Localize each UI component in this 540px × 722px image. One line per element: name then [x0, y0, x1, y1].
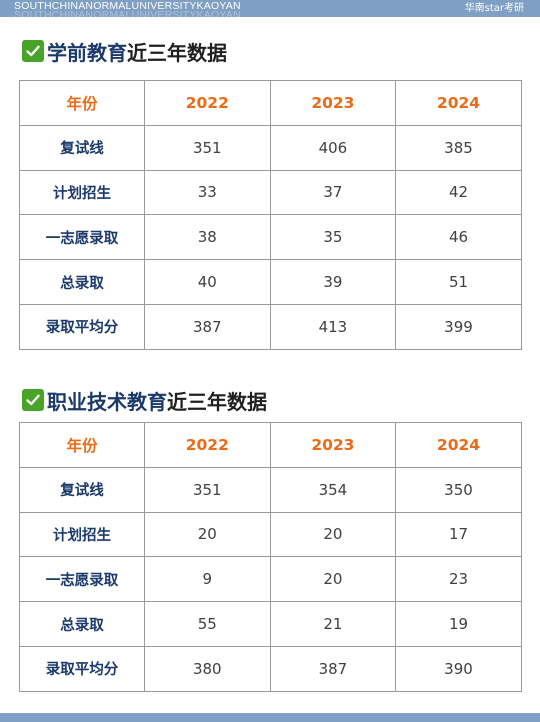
- table-row: 计划招生 20 20 17: [19, 511, 522, 558]
- section-title-preschool: 学前教育 近三年数据: [22, 38, 227, 65]
- section-title-rest: 近三年数据: [127, 40, 227, 65]
- table-header-row: 年份 2022 2023 2024: [19, 422, 522, 468]
- table-row: 一志愿录取 38 35 46: [19, 214, 522, 261]
- table-row: 总录取 40 39 51: [19, 259, 522, 305]
- table-cell: 20: [144, 511, 271, 558]
- section-title-rest: 近三年数据: [167, 389, 267, 414]
- check-mark-icon: [22, 40, 44, 62]
- table-cell: 390: [395, 645, 522, 692]
- table-cell: 21: [269, 601, 397, 647]
- table-row: 总录取 55 21 19: [19, 601, 522, 647]
- table-cell: 33: [144, 169, 271, 216]
- table-cell: 413: [269, 303, 397, 350]
- table-cell: 387: [144, 303, 271, 350]
- table-row: 计划招生 33 37 42: [19, 169, 522, 216]
- table-header-row: 年份 2022 2023 2024: [19, 80, 522, 126]
- table-cell: 354: [269, 466, 397, 513]
- row-label: 总录取: [19, 601, 145, 647]
- table-cell: 385: [395, 124, 522, 171]
- column-header: 2022: [144, 422, 271, 468]
- row-label: 一志愿录取: [19, 556, 145, 603]
- table-cell: 17: [395, 511, 522, 558]
- section-title-accent: 学前教育: [47, 40, 127, 65]
- table-cell: 42: [395, 169, 522, 216]
- table-cell: 20: [269, 556, 397, 603]
- table-cell: 55: [144, 601, 271, 647]
- table-cell: 39: [269, 259, 397, 305]
- section-title-accent: 职业技术教育: [47, 389, 167, 414]
- table-cell: 406: [269, 124, 397, 171]
- table-cell: 23: [395, 556, 522, 603]
- table-cell: 350: [395, 466, 522, 513]
- table-row: 复试线 351 406 385: [19, 124, 522, 171]
- column-header: 年份: [19, 80, 145, 126]
- row-label: 录取平均分: [19, 645, 145, 692]
- table-cell: 9: [144, 556, 271, 603]
- table-cell: 20: [269, 511, 397, 558]
- table-cell: 37: [269, 169, 397, 216]
- check-mark-icon: [22, 389, 44, 411]
- data-table-preschool: 年份 2022 2023 2024 复试线 351 406 385 计划招生 3…: [19, 80, 522, 350]
- top-banner: SOUTHCHINANORMALUNIVERSITYKAOYAN SOUTHCH…: [0, 0, 540, 17]
- table-row: 一志愿录取 9 20 23: [19, 556, 522, 603]
- brand-text-reflection: SOUTHCHINANORMALUNIVERSITYKAOYAN: [14, 10, 241, 17]
- column-header: 2023: [269, 422, 397, 468]
- row-label: 一志愿录取: [19, 214, 145, 261]
- table-cell: 351: [144, 124, 271, 171]
- column-header: 2024: [395, 80, 522, 126]
- column-header: 2024: [395, 422, 522, 468]
- row-label: 总录取: [19, 259, 145, 305]
- column-header: 年份: [19, 422, 145, 468]
- row-label: 录取平均分: [19, 303, 145, 350]
- brand-text: SOUTHCHINANORMALUNIVERSITYKAOYAN: [14, 0, 241, 12]
- data-table-vocational: 年份 2022 2023 2024 复试线 351 354 350 计划招生 2…: [19, 422, 522, 692]
- row-label: 计划招生: [19, 169, 145, 216]
- row-label: 复试线: [19, 124, 145, 171]
- row-label: 复试线: [19, 466, 145, 513]
- column-header: 2022: [144, 80, 271, 126]
- table-cell: 46: [395, 214, 522, 261]
- table-cell: 380: [144, 645, 271, 692]
- section-title-vocational: 职业技术教育 近三年数据: [22, 387, 267, 414]
- table-cell: 387: [269, 645, 397, 692]
- table-row: 复试线 351 354 350: [19, 466, 522, 513]
- table-cell: 51: [395, 259, 522, 305]
- account-tag: 华南star考研: [464, 3, 524, 14]
- table-cell: 40: [144, 259, 271, 305]
- table-cell: 399: [395, 303, 522, 350]
- row-label: 计划招生: [19, 511, 145, 558]
- table-cell: 38: [144, 214, 271, 261]
- table-row: 录取平均分 380 387 390: [19, 645, 522, 692]
- column-header: 2023: [269, 80, 397, 126]
- table-cell: 19: [395, 601, 522, 647]
- table-cell: 35: [269, 214, 397, 261]
- bottom-banner: [0, 713, 540, 722]
- table-cell: 351: [144, 466, 271, 513]
- table-row: 录取平均分 387 413 399: [19, 303, 522, 350]
